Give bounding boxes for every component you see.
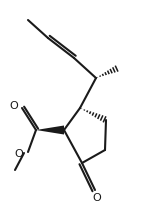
Polygon shape [36,126,64,134]
Text: O: O [9,101,18,111]
Text: O: O [93,193,101,203]
Text: O: O [14,149,23,159]
